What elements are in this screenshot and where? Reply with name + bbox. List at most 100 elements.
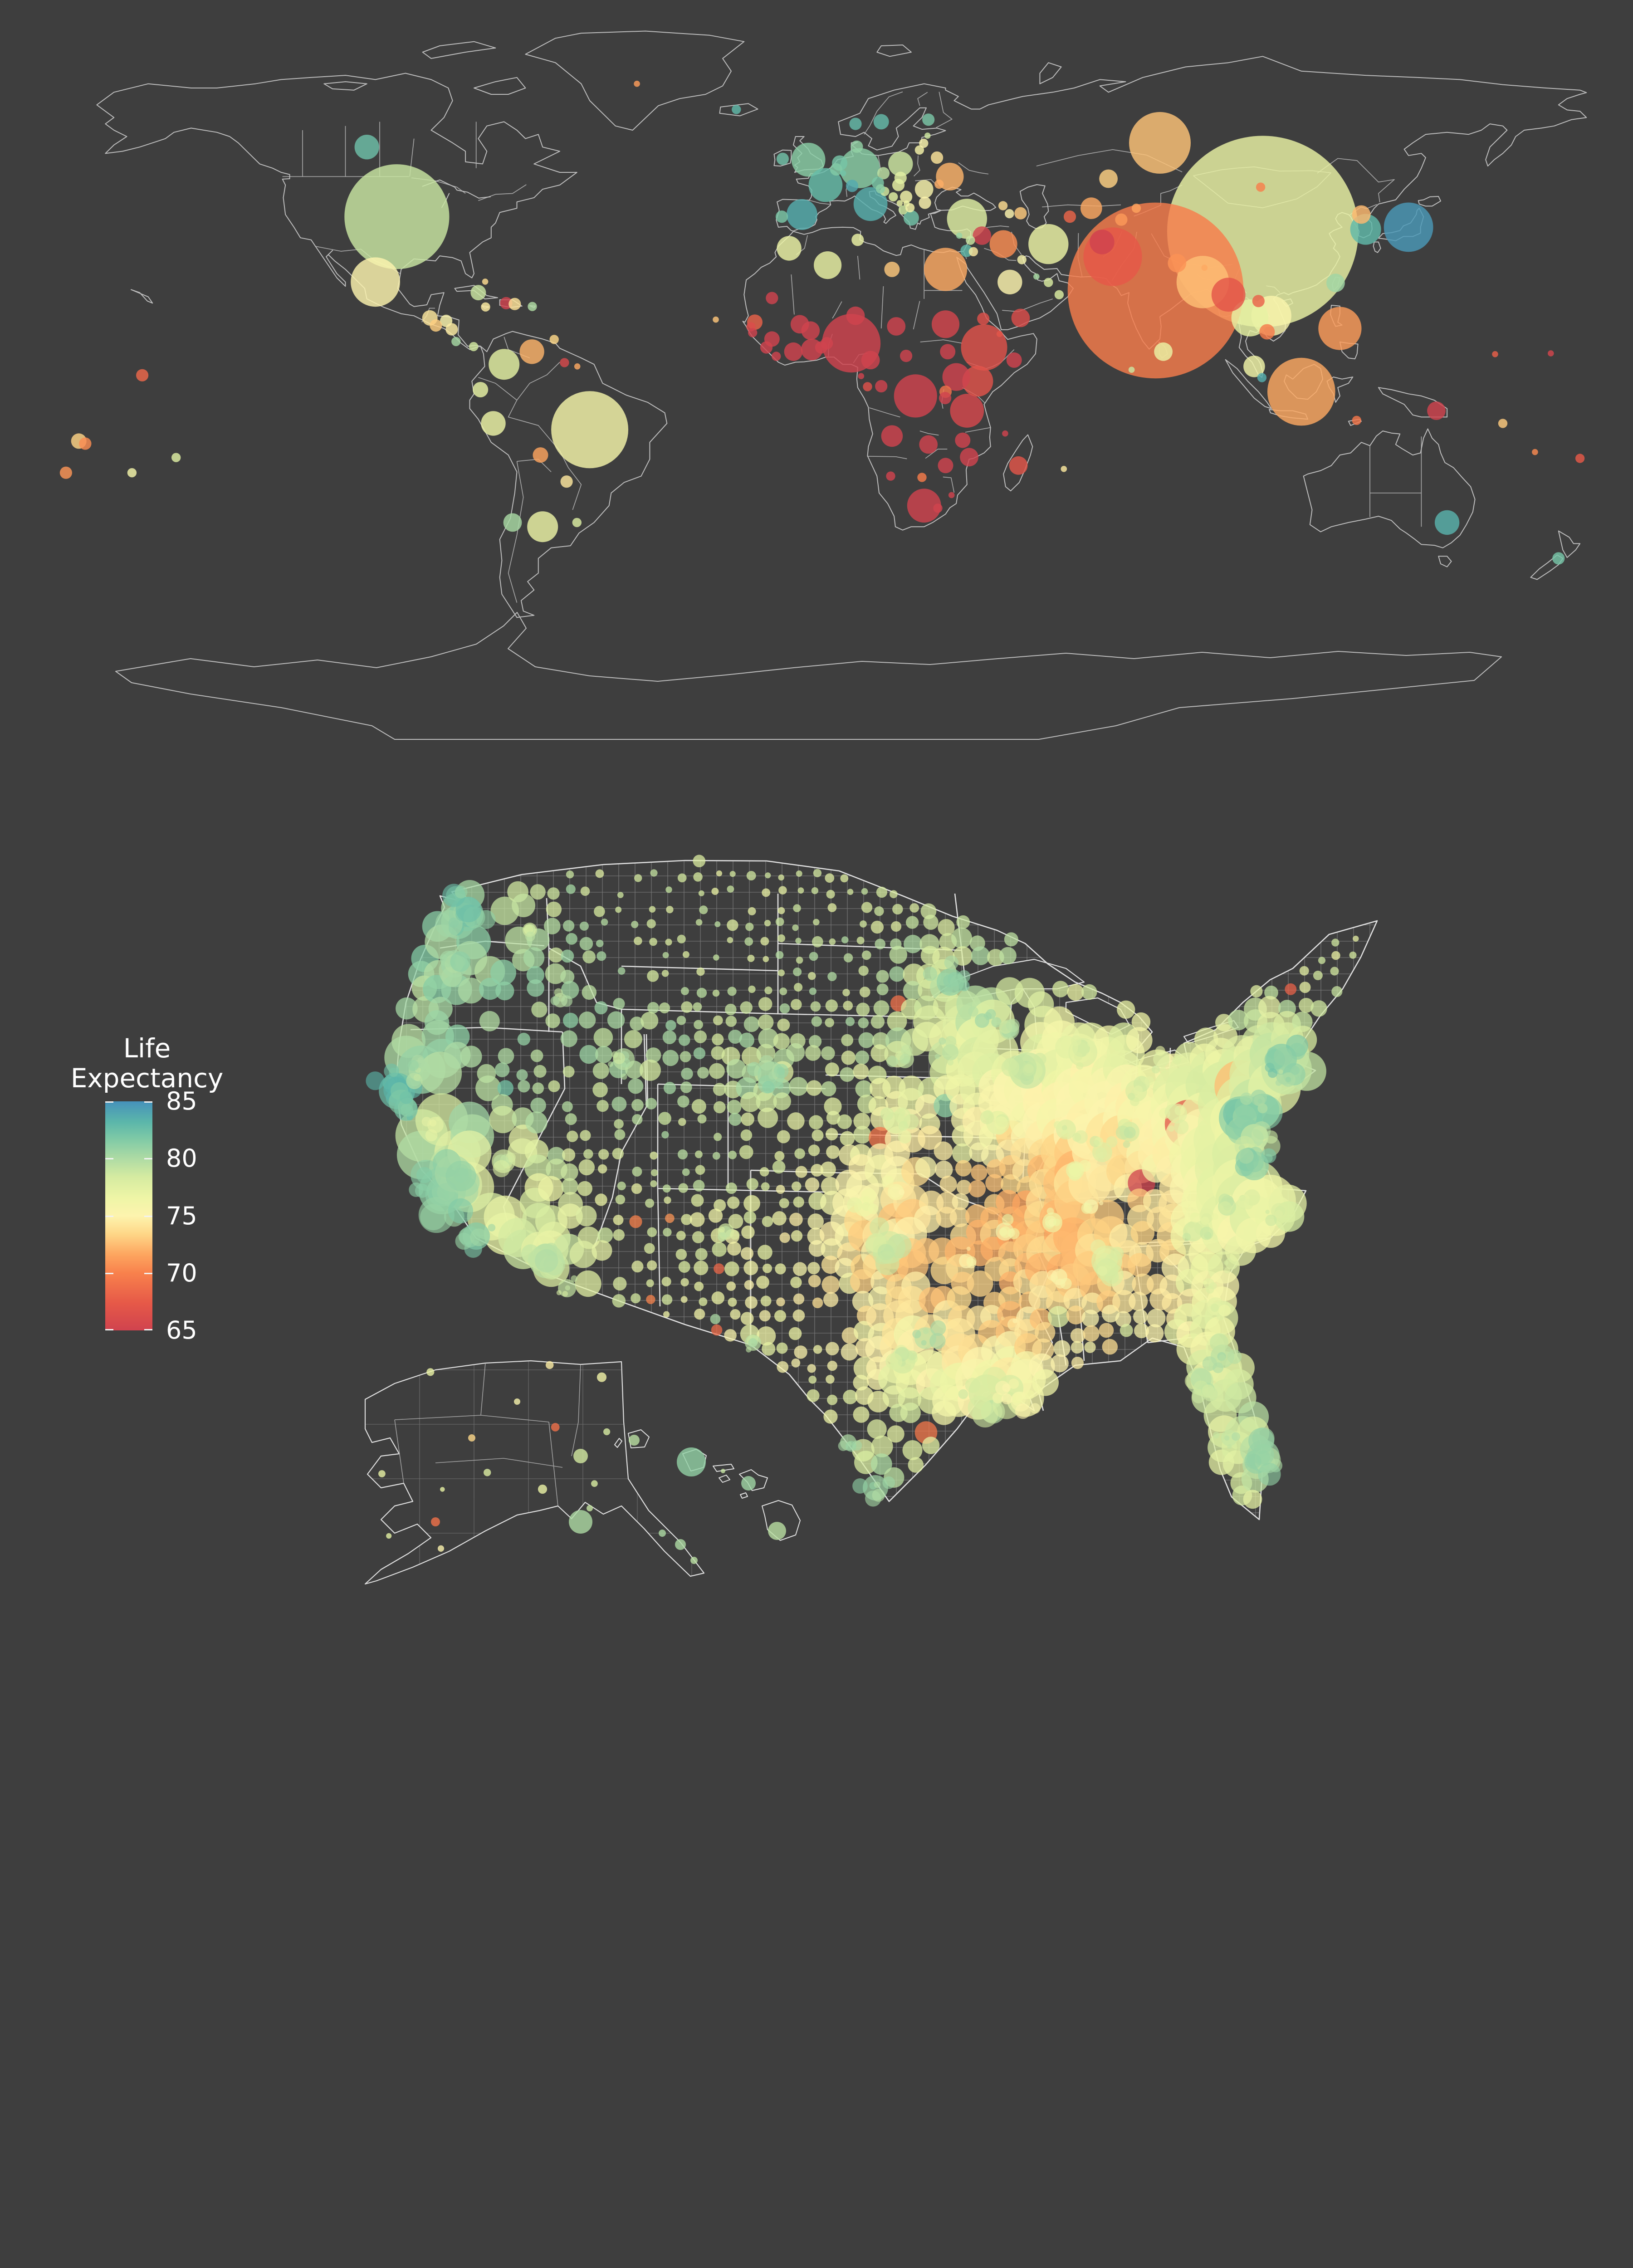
county-bubble xyxy=(873,1000,890,1016)
metro-bubble xyxy=(930,1320,946,1336)
country-bubble xyxy=(1318,307,1362,350)
country-bubble xyxy=(481,411,506,436)
metro-bubble xyxy=(565,1285,571,1290)
country-bubble xyxy=(1211,278,1246,312)
country-bubble xyxy=(791,142,826,177)
metro-bubble xyxy=(958,1389,968,1399)
county-bubble xyxy=(650,1151,658,1160)
county-bubble xyxy=(680,1278,689,1287)
county-bubble xyxy=(778,874,784,881)
county-bubble xyxy=(797,887,804,894)
country-bubble xyxy=(489,349,520,380)
county-bubble xyxy=(793,1293,805,1305)
metro-bubble xyxy=(1099,1201,1104,1206)
county-bubble xyxy=(805,1045,821,1061)
county-bubble xyxy=(923,914,939,930)
county-bubble xyxy=(677,873,687,883)
county-bubble xyxy=(876,886,888,898)
metro-bubble xyxy=(1001,1316,1005,1320)
county-bubble xyxy=(790,1276,802,1288)
county-bubble xyxy=(614,1119,624,1129)
metro-bubble xyxy=(621,1073,627,1080)
country-bubble xyxy=(989,230,1017,258)
county-bubble xyxy=(826,1128,838,1141)
county-bubble xyxy=(695,1248,708,1261)
county-bubble xyxy=(827,903,837,912)
legend-tick-mark xyxy=(144,1216,152,1217)
metro-bubble xyxy=(1289,1043,1306,1060)
county-bubble xyxy=(968,1180,986,1198)
metro-bubble xyxy=(1252,1121,1271,1140)
metro-bubble xyxy=(870,1217,889,1237)
county-bubble xyxy=(445,1024,470,1049)
county-bubble xyxy=(858,1032,875,1048)
metro-bubble xyxy=(939,1037,946,1045)
country-bubble xyxy=(1154,342,1173,361)
county-bubble xyxy=(860,920,867,928)
metro-bubble xyxy=(1265,1062,1275,1072)
country-bubble xyxy=(914,180,934,199)
country-bubble xyxy=(840,148,880,188)
country-bubble xyxy=(1434,510,1460,535)
country-bubble xyxy=(1231,299,1269,337)
metro-bubble xyxy=(846,1197,862,1213)
metro-bubble xyxy=(1128,1093,1135,1100)
alaska-bubble xyxy=(569,1510,592,1534)
country-bubble xyxy=(886,471,895,481)
county-bubble xyxy=(631,921,639,929)
county-bubble xyxy=(575,1270,601,1297)
metro-bubble xyxy=(1258,1462,1281,1486)
county-bubble xyxy=(777,1018,790,1031)
county-bubble xyxy=(560,1163,578,1181)
county-bubble xyxy=(777,1361,789,1373)
country-bubble xyxy=(527,511,558,543)
county-bubble xyxy=(812,936,823,948)
county-bubble xyxy=(561,981,579,999)
county-bubble xyxy=(905,916,919,929)
county-bubble xyxy=(598,1149,609,1160)
metro-bubble xyxy=(1188,1221,1195,1228)
county-bubble xyxy=(695,919,703,926)
county-bubble xyxy=(629,1215,642,1228)
country-bubble xyxy=(968,247,978,256)
county-bubble xyxy=(665,886,672,893)
metro-bubble xyxy=(1174,1119,1189,1134)
country-bubble xyxy=(430,319,442,332)
county-bubble xyxy=(639,1059,661,1081)
county-bubble xyxy=(479,1011,500,1031)
county-bubble xyxy=(615,906,622,913)
county-bubble xyxy=(596,951,606,961)
county-bubble xyxy=(809,952,818,961)
metro-bubble xyxy=(1025,1390,1035,1399)
county-bubble xyxy=(495,981,514,1001)
county-bubble xyxy=(875,938,885,949)
metro-bubble xyxy=(1265,1214,1277,1227)
county-bubble xyxy=(939,1175,957,1193)
county-bubble xyxy=(1313,970,1323,980)
metro-bubble xyxy=(880,1107,894,1121)
county-bubble xyxy=(759,1167,769,1177)
hawaii-bubble xyxy=(629,1435,640,1446)
country-bubble xyxy=(884,261,900,277)
county-bubble xyxy=(645,1198,655,1208)
country-bubble xyxy=(875,380,888,393)
county-bubble xyxy=(889,946,908,964)
county-bubble xyxy=(1330,967,1339,976)
metro-bubble xyxy=(968,1006,978,1017)
metro-bubble xyxy=(1124,1126,1136,1139)
county-bubble xyxy=(934,1141,953,1161)
county-bubble xyxy=(741,1225,755,1239)
county-bubble xyxy=(665,1020,676,1031)
country-bubble xyxy=(1063,210,1076,223)
county-bubble xyxy=(726,1059,746,1079)
metro-bubble xyxy=(746,1347,752,1353)
metro-bubble xyxy=(899,1189,905,1195)
metro-bubble xyxy=(1240,1092,1253,1105)
county-bubble xyxy=(1353,935,1359,942)
county-bubble xyxy=(776,1342,788,1354)
country-bubble xyxy=(903,210,919,226)
metro-bubble xyxy=(923,1328,929,1334)
county-bubble xyxy=(840,1131,855,1146)
county-bubble xyxy=(743,1195,760,1212)
county-bubble xyxy=(713,954,719,961)
